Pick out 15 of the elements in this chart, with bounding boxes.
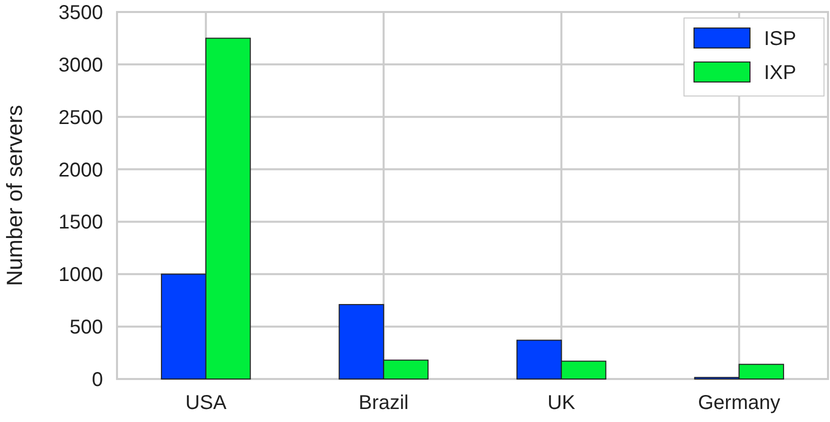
y-tick-label: 1500: [58, 212, 103, 234]
legend-label: ISP: [764, 28, 796, 50]
y-tick-label: 2000: [58, 159, 103, 182]
y-tick-label: 2500: [58, 106, 103, 129]
y-axis-title: Number of servers: [2, 105, 27, 286]
y-tick-label: 0: [92, 369, 103, 391]
x-tick-label: Brazil: [358, 392, 409, 414]
y-tick-label: 500: [70, 316, 103, 339]
x-tick-label: UK: [547, 392, 576, 414]
y-tick-label: 1000: [58, 264, 103, 286]
x-tick-label: Germany: [698, 392, 780, 414]
x-tick-label: USA: [185, 392, 228, 414]
y-tick-label: 3500: [58, 2, 103, 24]
legend-label: IXP: [764, 62, 796, 84]
y-tick-label: 3000: [58, 54, 103, 76]
